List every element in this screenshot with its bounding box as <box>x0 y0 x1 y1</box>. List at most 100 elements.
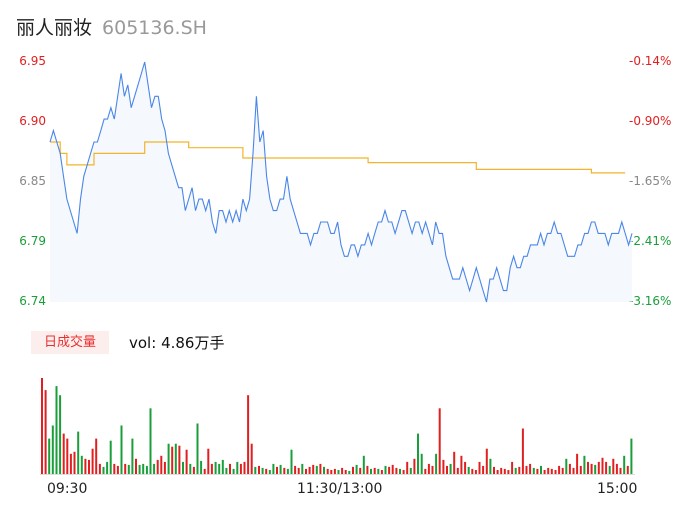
volume-bar <box>51 425 54 474</box>
volume-bar <box>583 455 586 474</box>
volume-bar <box>536 468 539 474</box>
volume-bar <box>352 466 354 474</box>
volume-bar <box>48 438 51 474</box>
volume-bar <box>507 470 510 474</box>
volume-bar <box>438 408 441 474</box>
volume-bar <box>605 461 608 474</box>
volume-bar <box>330 470 333 474</box>
volume-bar <box>521 428 524 474</box>
volume-bar <box>348 471 351 474</box>
volume-bar <box>214 461 217 474</box>
volume-bar <box>554 470 557 474</box>
volume-bar <box>171 446 174 474</box>
volume-bar <box>561 467 564 474</box>
x-tick-close: 15:00 <box>597 481 638 497</box>
y-tick-left-3: 6.79 <box>19 234 46 248</box>
volume-bar <box>200 460 203 474</box>
volume-bar <box>435 453 438 474</box>
volume-bar <box>344 470 347 474</box>
volume-bar <box>373 467 376 474</box>
daily-volume-tab[interactable]: 日成交量 <box>31 331 109 354</box>
volume-bar <box>579 465 582 474</box>
volume-bar <box>511 461 514 474</box>
volume-bar <box>384 465 387 474</box>
volume-bar <box>113 463 116 474</box>
volume-bar <box>485 448 488 474</box>
volume-bar <box>106 461 109 474</box>
volume-bar <box>265 468 268 474</box>
volume-bar <box>471 468 474 474</box>
volume-bar <box>558 465 561 474</box>
volume-bar <box>196 423 199 474</box>
volume-bar <box>73 451 76 474</box>
volume-bar <box>167 443 170 474</box>
volume-bar <box>467 466 470 474</box>
volume-bar <box>268 470 271 474</box>
volume-bar <box>388 466 391 474</box>
volume-bar <box>420 453 423 474</box>
volume-bar <box>380 470 383 474</box>
volume-bar <box>460 455 463 474</box>
volume-bar <box>568 463 571 474</box>
volume-bar <box>489 458 492 474</box>
volume-bar <box>594 464 597 474</box>
volume-label: vol: <box>129 334 157 352</box>
volume-bar <box>453 451 456 474</box>
volume-bar <box>247 395 250 474</box>
volume-bar <box>218 463 221 474</box>
volume-bar <box>272 463 275 474</box>
volume-bar <box>142 463 145 474</box>
volume-bar <box>210 463 213 474</box>
volume-bar <box>446 465 448 474</box>
volume-bar <box>44 390 47 474</box>
volume-bar <box>391 464 394 474</box>
volume-bar <box>565 458 568 474</box>
volume-bar <box>413 458 416 474</box>
volume-bar <box>409 467 412 474</box>
volume-bar <box>337 470 340 474</box>
stock-code: 605136.SH <box>102 17 207 39</box>
volume-bar <box>442 459 445 474</box>
volume-bar <box>102 466 105 474</box>
volume-bar <box>149 408 152 474</box>
volume-bar <box>131 438 134 474</box>
volume-bar <box>95 438 98 474</box>
y-tick-right-4: -3.16% <box>629 294 672 308</box>
stock-title: 丽人丽妆 605136.SH <box>16 13 207 40</box>
volume-bar <box>98 463 101 474</box>
average-price-line <box>50 141 626 174</box>
volume-bar <box>406 461 409 474</box>
volume-bar <box>399 468 401 474</box>
volume-bar <box>189 463 192 474</box>
volume-bar <box>145 465 148 474</box>
volume-bar <box>474 470 477 474</box>
volume-bar <box>163 461 166 474</box>
volume-bar <box>279 464 282 474</box>
volume-bar <box>362 455 365 474</box>
volume-bar <box>341 467 344 474</box>
volume-value: 4.86万手 <box>161 334 225 352</box>
volume-bar <box>427 463 430 474</box>
volume-bar <box>120 425 123 474</box>
volume-bar <box>326 468 329 474</box>
volume-bar <box>417 433 419 474</box>
volume-bar <box>576 453 579 474</box>
volume-bar <box>500 467 503 474</box>
volume-bar <box>612 458 615 474</box>
volume-bar <box>77 431 80 474</box>
volume-bar <box>315 465 318 474</box>
volume-bar <box>496 470 499 474</box>
y-tick-right-0: -0.14% <box>629 54 672 68</box>
volume-bar <box>283 467 286 474</box>
volume-bar <box>305 468 307 474</box>
volume-bar <box>587 461 589 474</box>
volume-bar <box>529 463 532 474</box>
volume-bar <box>192 466 195 474</box>
volume-bar <box>319 463 322 474</box>
volume-bar <box>69 453 72 474</box>
volume-bar <box>301 463 304 474</box>
volume-bar <box>464 461 467 474</box>
volume-bar <box>424 468 427 474</box>
volume-bar <box>333 468 336 474</box>
